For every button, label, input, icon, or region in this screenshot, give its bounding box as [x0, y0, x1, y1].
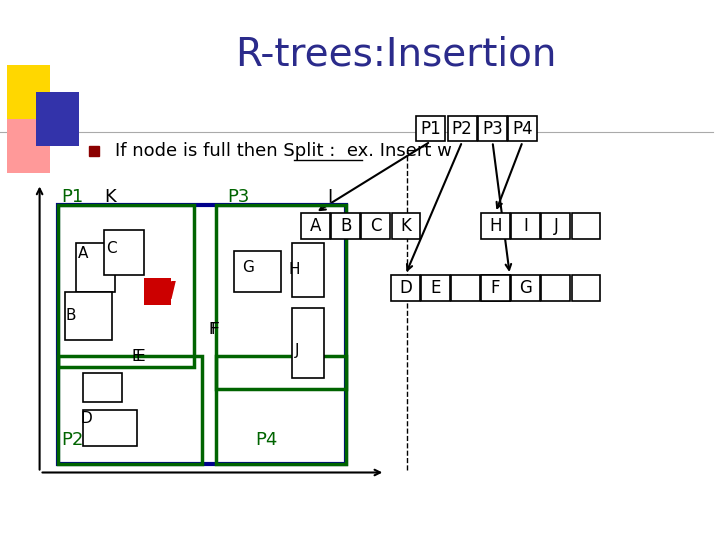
- Bar: [234, 251, 281, 292]
- Text: A: A: [310, 217, 321, 235]
- FancyBboxPatch shape: [7, 119, 50, 173]
- Bar: [541, 213, 570, 239]
- Text: K: K: [104, 188, 116, 206]
- Bar: [361, 213, 390, 239]
- Bar: [292, 308, 324, 378]
- Text: B: B: [66, 308, 76, 323]
- Bar: [216, 356, 346, 464]
- FancyBboxPatch shape: [7, 65, 50, 119]
- Bar: [391, 275, 420, 301]
- Bar: [481, 275, 510, 301]
- Text: G: G: [519, 279, 532, 297]
- Text: H: H: [489, 217, 502, 235]
- Bar: [331, 213, 360, 239]
- Text: P4: P4: [256, 431, 278, 449]
- Text: P3: P3: [482, 119, 503, 138]
- Text: H: H: [288, 262, 300, 278]
- Text: D: D: [399, 279, 412, 297]
- Bar: [416, 116, 445, 141]
- Text: J: J: [294, 343, 299, 359]
- Bar: [482, 275, 510, 301]
- Bar: [541, 275, 570, 301]
- Text: F: F: [210, 322, 219, 337]
- Bar: [511, 213, 540, 239]
- Bar: [481, 213, 510, 239]
- Text: I: I: [328, 188, 333, 206]
- Text: D: D: [81, 411, 92, 426]
- Text: B: B: [340, 217, 351, 235]
- Bar: [58, 205, 346, 464]
- Text: I: I: [523, 217, 528, 235]
- Text: If node is full then: If node is full then: [0, 539, 1, 540]
- Bar: [451, 275, 480, 301]
- Bar: [508, 116, 537, 141]
- Text: E: E: [135, 349, 145, 364]
- Text: F: F: [208, 322, 217, 337]
- Text: E: E: [431, 279, 441, 297]
- Text: F: F: [490, 279, 500, 297]
- Bar: [83, 373, 122, 402]
- Bar: [292, 243, 324, 297]
- Bar: [83, 410, 137, 445]
- Bar: [448, 116, 477, 141]
- Text: C: C: [370, 217, 382, 235]
- Bar: [511, 275, 540, 301]
- Bar: [65, 292, 112, 340]
- Bar: [104, 230, 144, 275]
- Bar: [58, 356, 202, 464]
- Bar: [572, 213, 600, 239]
- Text: P4: P4: [513, 119, 533, 138]
- Text: J: J: [554, 217, 558, 235]
- Text: P3: P3: [227, 188, 249, 206]
- Text: P2: P2: [452, 119, 472, 138]
- Text: P1: P1: [61, 188, 84, 206]
- Bar: [58, 205, 194, 367]
- Text: G: G: [243, 260, 254, 275]
- Bar: [76, 243, 115, 292]
- Text: R-trees:Insertion: R-trees:Insertion: [235, 35, 557, 73]
- Text: If node is full then Split :  ex. Insert w: If node is full then Split : ex. Insert …: [115, 142, 452, 160]
- Text: C: C: [107, 241, 117, 256]
- Text: P2: P2: [61, 431, 84, 449]
- Bar: [572, 275, 600, 301]
- Text: E: E: [132, 349, 142, 364]
- FancyBboxPatch shape: [36, 92, 79, 146]
- Text: A: A: [78, 246, 88, 261]
- Text: P1: P1: [420, 119, 441, 138]
- Bar: [392, 213, 420, 239]
- Text: K: K: [400, 217, 412, 235]
- Text: W: W: [148, 280, 176, 303]
- Bar: [478, 116, 507, 141]
- Bar: [216, 205, 346, 389]
- Bar: [421, 275, 450, 301]
- Bar: [301, 213, 330, 239]
- Bar: [144, 278, 171, 305]
